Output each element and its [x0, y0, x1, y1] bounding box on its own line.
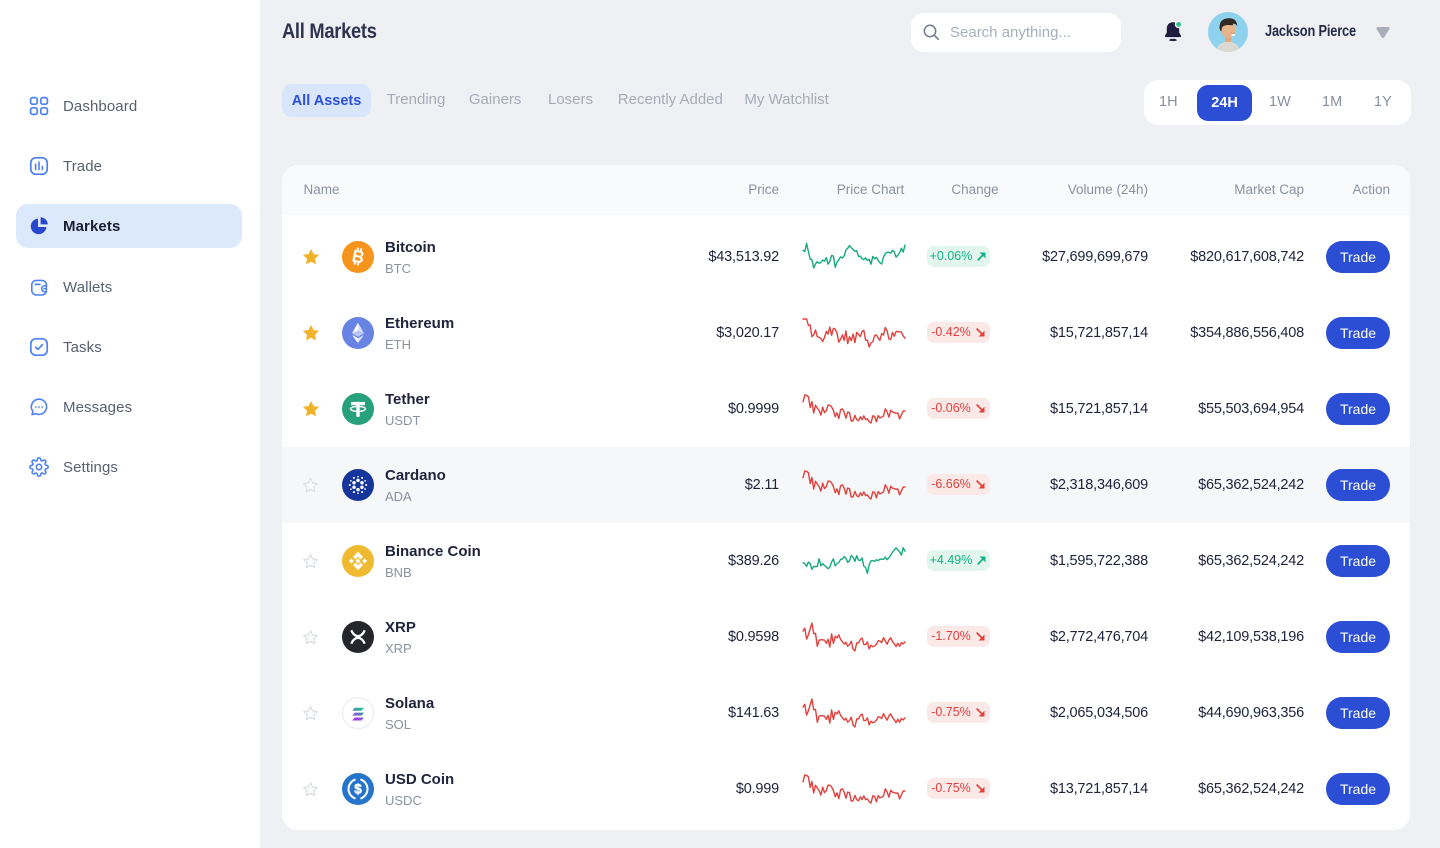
- svg-text:$: $: [354, 782, 362, 797]
